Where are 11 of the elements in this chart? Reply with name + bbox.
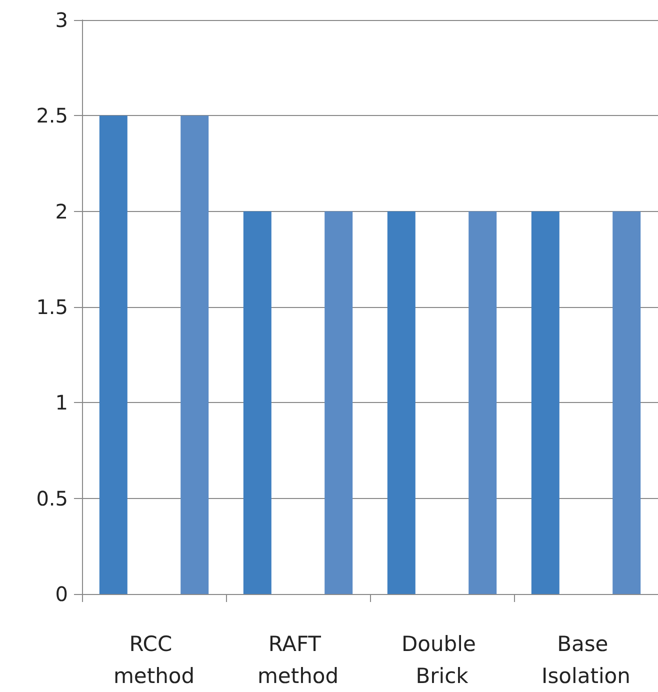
x-tick-label: RAFT method bbox=[257, 632, 339, 688]
y-tick-label: 0 bbox=[55, 582, 68, 606]
y-tick-label: 1 bbox=[55, 390, 68, 415]
x-tick-label: Base Isolation bbox=[542, 632, 630, 688]
y-tick-label: 1.5 bbox=[36, 295, 68, 319]
y-tick-label: 2.5 bbox=[36, 104, 68, 128]
y-tick-label: 0.5 bbox=[36, 486, 68, 510]
x-tick-label: RCC method bbox=[113, 632, 195, 688]
y-tick-label: 3 bbox=[55, 8, 68, 32]
x-tick-label: Double Brick bbox=[401, 632, 483, 688]
y-tick-label: 2 bbox=[55, 199, 68, 224]
